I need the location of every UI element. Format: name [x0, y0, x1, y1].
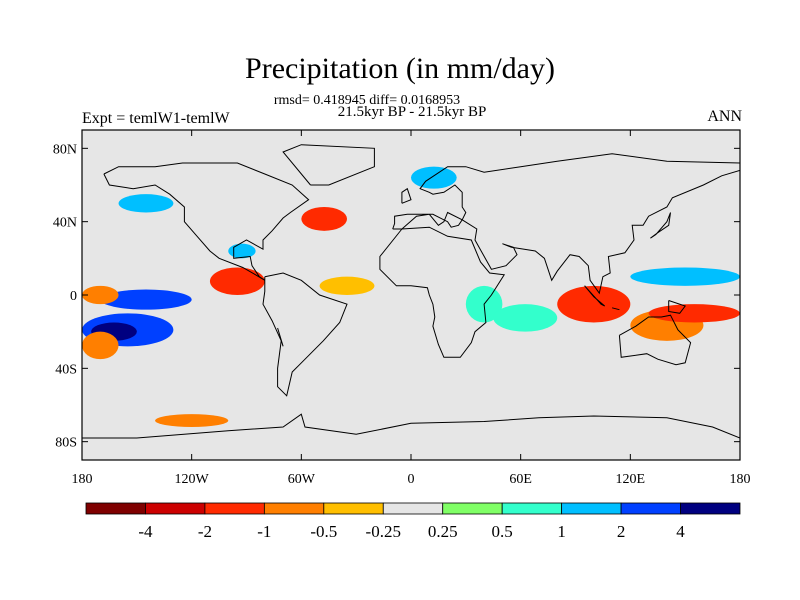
- y-tick-label: 40N: [53, 216, 77, 231]
- colorbar-swatch: [382, 502, 444, 515]
- anomaly-patch: [301, 207, 348, 231]
- colorbar-label: 2: [617, 522, 626, 541]
- anomaly-patch: [82, 331, 119, 360]
- coastline: [103, 162, 310, 281]
- x-tick-label: 120W: [175, 472, 210, 487]
- anomaly-patch: [648, 304, 740, 323]
- anomaly-patch: [209, 267, 265, 295]
- colorbar-swatch: [680, 502, 741, 515]
- coastline: [282, 144, 375, 186]
- y-tick-label: 0: [70, 289, 77, 304]
- anomaly-patch: [319, 276, 375, 296]
- anomaly-patch: [155, 414, 229, 428]
- colorbar-swatch: [145, 502, 206, 515]
- coastline: [392, 211, 463, 230]
- experiment-label: Expt = temlW1-temlW: [82, 110, 230, 127]
- colorbar-swatch: [204, 502, 265, 515]
- coastline: [379, 226, 506, 358]
- precip-anomaly-field: [82, 166, 740, 428]
- y-tick-label: 80S: [55, 436, 77, 451]
- anomaly-patch: [228, 243, 256, 259]
- coastline: [650, 212, 671, 239]
- coastline: [401, 187, 412, 204]
- coastline: [618, 314, 692, 366]
- x-tick-label: 120E: [616, 472, 646, 487]
- anomaly-patch: [630, 267, 740, 286]
- y-tick-label: 80N: [53, 142, 77, 157]
- x-axis: 180 120W 60W 0 60E 120E 180: [72, 130, 751, 487]
- colorbar-swatch: [85, 502, 146, 515]
- y-axis: 80N 40N 0 40S 80S: [53, 142, 740, 451]
- colorbar-label: -2: [198, 522, 212, 541]
- coastline: [262, 272, 348, 397]
- colorbar-label: 4: [676, 522, 685, 541]
- period-label: 21.5kyr BP - 21.5kyr BP: [337, 104, 487, 120]
- anomaly-patch: [411, 166, 457, 189]
- colorbar-label: -0.25: [366, 522, 401, 541]
- anomaly-patch: [82, 285, 119, 305]
- colorbar-label: 1: [557, 522, 566, 541]
- y-tick-label: 40S: [55, 362, 77, 377]
- x-tick-label: 0: [408, 472, 415, 487]
- map-background: [82, 130, 740, 460]
- colorbar-label: 0.25: [428, 522, 458, 541]
- colorbar-label: 0.5: [492, 522, 513, 541]
- colorbar-swatch: [442, 502, 503, 515]
- coastline: [668, 300, 687, 314]
- colorbar-swatch: [620, 502, 681, 515]
- x-tick-label: 180: [72, 472, 93, 487]
- anomaly-patch: [118, 194, 174, 213]
- stats-line: rmsd= 0.418945 diff= 0.0168953: [273, 93, 461, 108]
- coastline: [82, 413, 740, 439]
- coastlines: [82, 144, 740, 439]
- colorbar-swatch: [323, 502, 384, 515]
- coastline: [419, 153, 740, 295]
- colorbar-label: -4: [138, 522, 153, 541]
- anomaly-patch: [493, 304, 558, 332]
- colorbar-swatch: [561, 502, 622, 515]
- anomaly-patch: [118, 295, 156, 305]
- colorbar-label: -0.5: [310, 522, 337, 541]
- coastline: [584, 285, 606, 307]
- x-tick-label: 60E: [509, 472, 532, 487]
- colorbar: -4 -2 -1 -0.5 -0.25 0.25 0.5 1 2 4: [85, 502, 741, 541]
- anomaly-patch: [557, 285, 631, 323]
- plot-title: Precipitation (in mm/day): [245, 52, 555, 85]
- colorbar-swatch: [501, 502, 563, 515]
- season-label: ANN: [707, 108, 742, 125]
- colorbar-label: -1: [257, 522, 271, 541]
- colorbar-swatch: [263, 502, 325, 515]
- x-tick-label: 60W: [288, 472, 316, 487]
- x-tick-label: 180: [730, 472, 751, 487]
- coastline: [611, 307, 620, 311]
- coastline: [277, 327, 284, 347]
